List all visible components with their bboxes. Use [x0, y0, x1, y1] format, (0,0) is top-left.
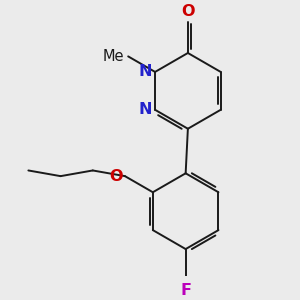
- Text: Me: Me: [103, 49, 124, 64]
- Text: F: F: [180, 283, 191, 298]
- Text: N: N: [138, 102, 152, 117]
- Text: N: N: [138, 64, 152, 80]
- Text: O: O: [181, 4, 195, 19]
- Text: O: O: [109, 169, 122, 184]
